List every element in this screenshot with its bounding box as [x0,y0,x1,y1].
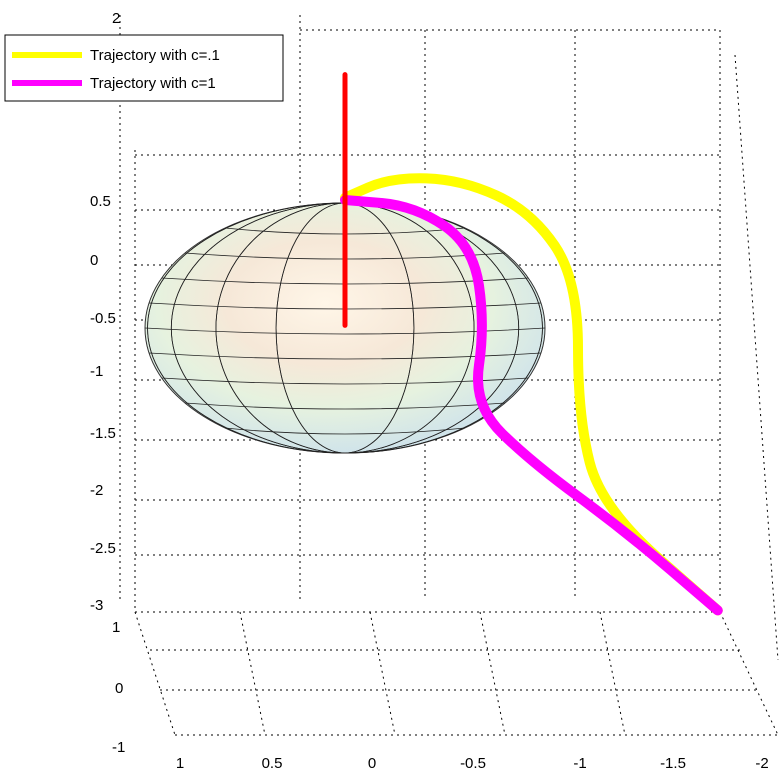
z-tick-label: -1.5 [90,425,116,442]
legend-label-c01: Trajectory with c=.1 [90,47,220,64]
x-tick-label: -1.5 [660,755,686,772]
z-tick-label: -2 [90,482,103,499]
series-line-1 [340,195,723,616]
z-tick-label: -2.5 [90,540,116,557]
legend: Trajectory with c=.1 Trajectory with c=1 [4,34,284,102]
x-tick-label: -0.5 [460,755,486,772]
z-tick-label: 2 [112,10,120,27]
z-tick-label: 0 [90,252,98,269]
z-tick-label: 0.5 [90,193,111,210]
legend-label-c1: Trajectory with c=1 [90,75,216,92]
x-tick-label: 1 [176,755,184,772]
y-tick-label: -1 [112,739,125,756]
z-tick-label: -3 [90,597,103,614]
x-tick-label: -2 [755,755,768,772]
z-tick-label: -0.5 [90,310,116,327]
series-line-0 [340,173,723,616]
x-tick-label: 0 [368,755,376,772]
x-tick-label: -1 [573,755,586,772]
x-tick-label: 0.5 [262,755,283,772]
z-tick-label: -1 [90,363,103,380]
y-tick-label: 1 [112,619,120,636]
y-tick-label: 0 [115,680,123,697]
